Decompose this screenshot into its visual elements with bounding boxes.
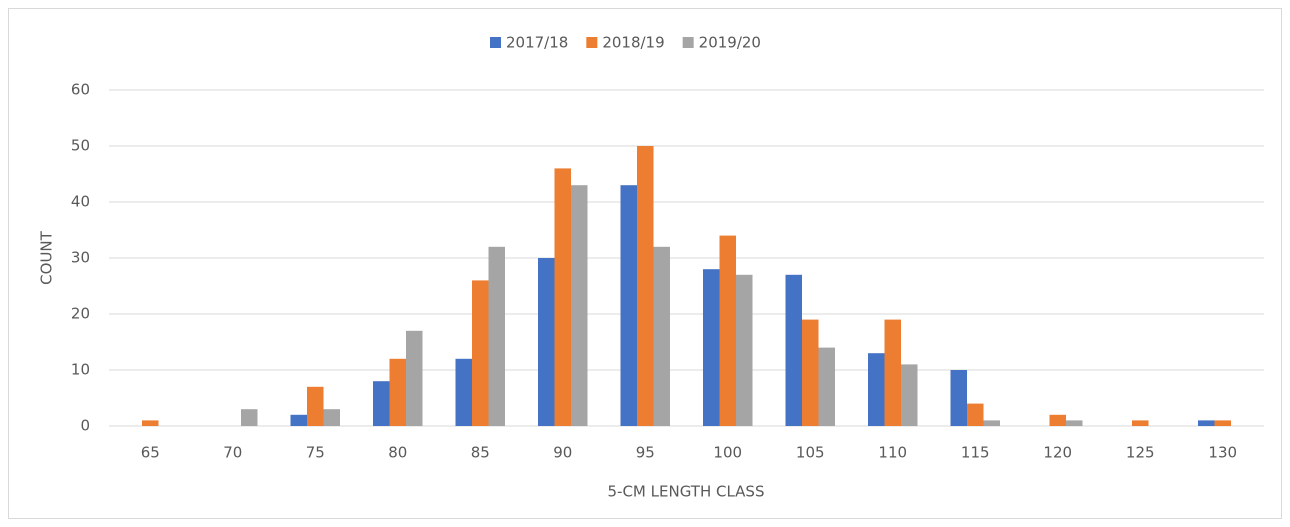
x-tick-label: 120 xyxy=(1043,444,1072,462)
bar xyxy=(1214,420,1231,426)
legend-swatch xyxy=(586,37,598,48)
bar xyxy=(1049,414,1066,426)
legend-label: 2017/18 xyxy=(506,34,568,52)
bar xyxy=(406,330,423,426)
bar xyxy=(389,358,406,426)
bar xyxy=(290,414,307,426)
x-tick-label: 100 xyxy=(713,444,742,462)
bar xyxy=(1198,420,1215,426)
bar xyxy=(868,353,885,426)
x-tick-label: 80 xyxy=(388,444,407,462)
bar xyxy=(785,274,802,426)
y-tick-label: 60 xyxy=(71,81,90,99)
legend-swatch xyxy=(490,37,501,48)
y-tick-label: 10 xyxy=(71,361,90,379)
bar xyxy=(307,386,324,426)
x-tick-label: 70 xyxy=(223,444,242,462)
x-tick-label: 110 xyxy=(878,444,907,462)
y-tick-label: 40 xyxy=(71,193,90,211)
bar xyxy=(901,364,918,426)
bar xyxy=(950,370,967,426)
bar xyxy=(637,146,654,426)
bar xyxy=(967,403,984,426)
bar xyxy=(455,358,472,426)
bar xyxy=(736,274,753,426)
bar xyxy=(719,235,736,426)
bar xyxy=(538,258,555,426)
y-tick-label: 20 xyxy=(71,305,90,323)
x-tick-label: 125 xyxy=(1126,444,1155,462)
bar xyxy=(1066,420,1083,426)
x-tick-label: 75 xyxy=(306,444,325,462)
x-tick-label: 105 xyxy=(796,444,825,462)
legend-label: 2018/19 xyxy=(602,34,664,52)
bar xyxy=(653,246,670,426)
legend-label: 2019/20 xyxy=(699,34,761,52)
bar xyxy=(323,409,340,426)
bar xyxy=(472,280,489,426)
bar xyxy=(142,420,159,426)
bar xyxy=(620,185,637,426)
bar xyxy=(571,185,588,426)
bar xyxy=(802,319,819,426)
x-tick-label: 65 xyxy=(141,444,160,462)
y-axis-label: COUNT xyxy=(38,230,56,284)
y-tick-label: 0 xyxy=(80,417,90,435)
bar xyxy=(818,347,835,426)
x-tick-label: 130 xyxy=(1208,444,1237,462)
x-tick-label: 95 xyxy=(636,444,655,462)
x-axis-label: 5-CM LENGTH CLASS xyxy=(608,483,765,501)
bar xyxy=(1132,420,1149,426)
bar xyxy=(373,381,390,426)
bar xyxy=(241,409,258,426)
x-tick-label: 115 xyxy=(961,444,990,462)
bar xyxy=(554,168,571,426)
bar xyxy=(703,269,720,426)
y-tick-label: 50 xyxy=(71,137,90,155)
bar xyxy=(983,420,1000,426)
bar xyxy=(488,246,505,426)
legend-swatch xyxy=(682,37,694,48)
bar xyxy=(884,319,901,426)
x-tick-label: 85 xyxy=(471,444,490,462)
y-tick-label: 30 xyxy=(71,249,90,267)
x-tick-label: 90 xyxy=(553,444,572,462)
